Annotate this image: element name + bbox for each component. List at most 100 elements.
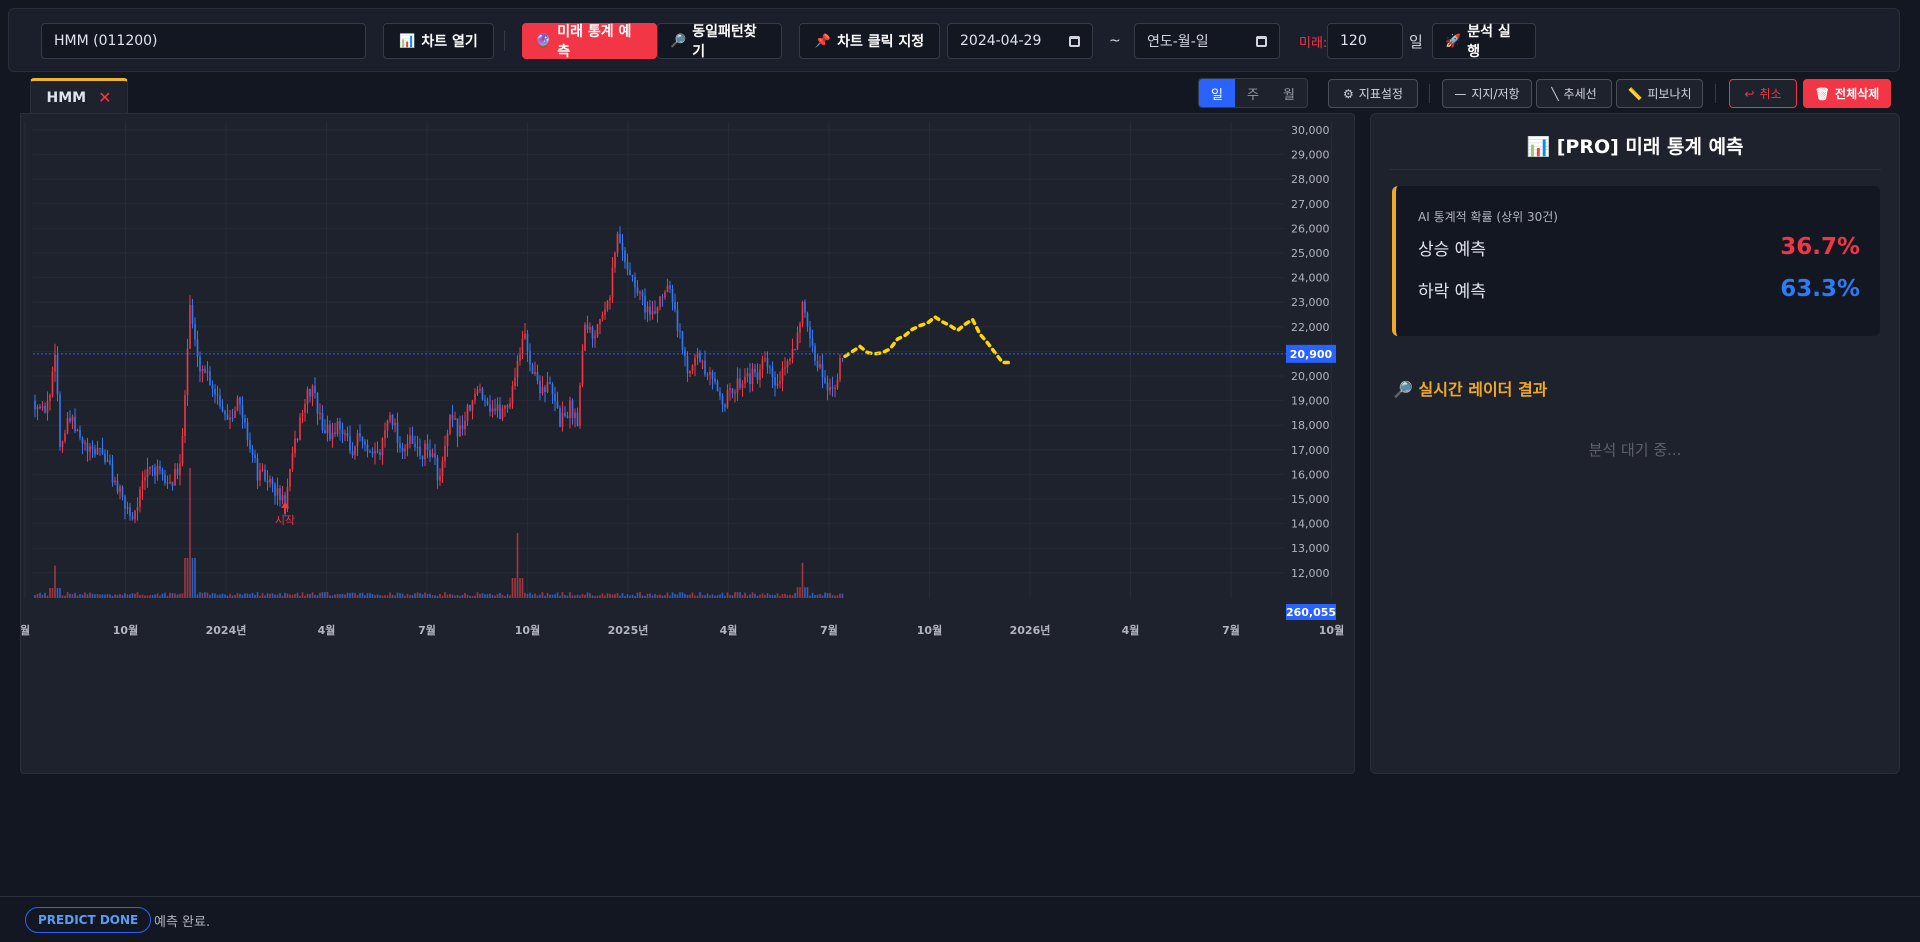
volume-bar xyxy=(166,595,169,598)
forecast-line xyxy=(843,314,1012,365)
candle-body xyxy=(766,358,769,368)
volume-bar xyxy=(134,593,136,598)
candle-body xyxy=(329,424,331,440)
candle-body xyxy=(209,371,211,386)
volume-bar xyxy=(284,592,286,598)
candle-body xyxy=(481,388,484,400)
run-analysis-button[interactable]: 🚀 분석 실행 xyxy=(1432,23,1536,60)
volume-bar xyxy=(296,592,299,598)
volume-bar xyxy=(841,593,844,598)
candle-body xyxy=(629,269,631,275)
support-resistance-button[interactable]: — 지지/저항 xyxy=(1442,79,1532,108)
indicator-settings-button[interactable]: ⚙ 지표설정 xyxy=(1328,79,1418,108)
y-tick-label: 23,000 xyxy=(1291,296,1330,309)
probability-card: AI 통계적 확률 (상위 30건) 상승 예측 36.7% 하락 예측 63.… xyxy=(1392,186,1880,336)
pattern-search-button[interactable]: 🔎 동일패턴찾기 xyxy=(657,23,782,60)
volume-bar xyxy=(424,592,426,598)
volume-bar xyxy=(221,593,224,598)
candle-body xyxy=(136,506,139,511)
candle-body xyxy=(491,408,494,412)
volume-bar xyxy=(234,594,236,598)
volume-bar xyxy=(491,594,494,598)
candle-body xyxy=(149,466,151,469)
candle-body xyxy=(751,368,754,385)
horizontal-line-icon: — xyxy=(1454,86,1467,101)
candle-body xyxy=(249,439,251,449)
interval-month[interactable]: 월 xyxy=(1283,87,1295,103)
indicator-settings-label: 지표설정 xyxy=(1358,87,1403,101)
volume-bar xyxy=(791,595,794,598)
volume-bar xyxy=(636,592,639,598)
candle-body xyxy=(144,477,146,481)
last-price-badge xyxy=(1286,344,1336,363)
calendar-icon[interactable] xyxy=(1069,35,1080,47)
symbol-input[interactable]: HMM (011200) xyxy=(41,23,366,59)
interval-week[interactable]: 주 xyxy=(1247,87,1259,103)
candle-body xyxy=(674,302,676,310)
open-chart-label: 차트 열기 xyxy=(421,34,478,50)
candle-body xyxy=(261,469,264,471)
volume-bar xyxy=(69,593,71,598)
volume-bar xyxy=(391,594,394,598)
candle-body xyxy=(314,385,316,393)
volume-bar xyxy=(189,468,191,598)
volume-bar xyxy=(539,594,541,598)
close-icon[interactable]: ✕ xyxy=(98,88,112,107)
candle-body xyxy=(514,377,516,387)
volume-bar xyxy=(264,595,266,598)
x-tick-label: 10월 xyxy=(1319,623,1344,637)
open-chart-button[interactable]: 📊 차트 열기 xyxy=(383,23,494,59)
candle-body xyxy=(486,400,489,405)
candle-body xyxy=(526,333,529,352)
chart-panel[interactable]: 30,000 29,000 28,000 27,000 26,000 25,000 24,0… xyxy=(20,113,1355,774)
volume-bar xyxy=(306,593,309,598)
price-chart[interactable]: 30,000 29,000 28,000 27,000 26,000 25,000 24,0… xyxy=(21,114,1355,774)
candle-body xyxy=(516,360,519,378)
volume-bar xyxy=(409,595,411,598)
calendar-icon[interactable] xyxy=(1256,35,1267,47)
volume-bar xyxy=(671,592,674,598)
candle-body xyxy=(214,388,216,395)
future-days-input[interactable]: 120 xyxy=(1327,23,1403,59)
volume-bar xyxy=(711,594,714,598)
chart-click-button[interactable]: 📌 차트 클릭 지정 xyxy=(799,23,940,59)
volume-bar xyxy=(514,578,516,598)
volume-bar xyxy=(96,594,99,598)
candle-body xyxy=(389,415,391,421)
candle-body xyxy=(531,364,534,374)
volume-bar xyxy=(799,587,801,598)
interval-day[interactable]: 일 xyxy=(1199,79,1235,107)
candle-body xyxy=(309,388,311,397)
volume-bar xyxy=(351,592,354,598)
tab-hmm[interactable]: HMM ✕ xyxy=(30,78,128,114)
candle-body xyxy=(421,455,424,460)
candle-body xyxy=(384,430,386,439)
start-marker-arrow xyxy=(281,501,289,508)
predict-button[interactable]: 🔮 미래 통계 예측 xyxy=(522,23,657,60)
candle-body xyxy=(754,368,756,373)
candle-body xyxy=(724,404,726,408)
volume-bar xyxy=(459,595,461,598)
fibonacci-button[interactable]: 📏 피보나치 xyxy=(1616,79,1703,108)
volume-bar xyxy=(374,595,376,598)
volume-bar xyxy=(371,594,374,598)
trendline-button[interactable]: ╲ 추세선 xyxy=(1536,79,1612,108)
volume-bar xyxy=(384,595,386,598)
candle-body xyxy=(131,516,134,520)
chart-click-label: 차트 클릭 지정 xyxy=(837,34,925,50)
candle-body xyxy=(654,311,656,314)
volume-bar xyxy=(726,592,729,598)
start-date-input[interactable]: 2024-04-29 xyxy=(947,23,1093,59)
volume-bar xyxy=(796,587,799,598)
candle-body xyxy=(311,385,314,397)
volume-bar xyxy=(469,595,471,598)
volume-bar xyxy=(141,594,144,598)
end-date-input[interactable]: 연도-월-일 xyxy=(1134,23,1280,59)
delete-all-button[interactable]: 🗑 전체삭제 xyxy=(1803,79,1891,108)
volume-bar xyxy=(201,592,204,598)
candle-body xyxy=(239,397,241,405)
cancel-button[interactable]: ↩ 취소 xyxy=(1729,79,1797,108)
crystal-ball-icon: 🔮 xyxy=(535,33,552,49)
volume-bar xyxy=(209,594,211,598)
candle-body xyxy=(626,262,629,270)
